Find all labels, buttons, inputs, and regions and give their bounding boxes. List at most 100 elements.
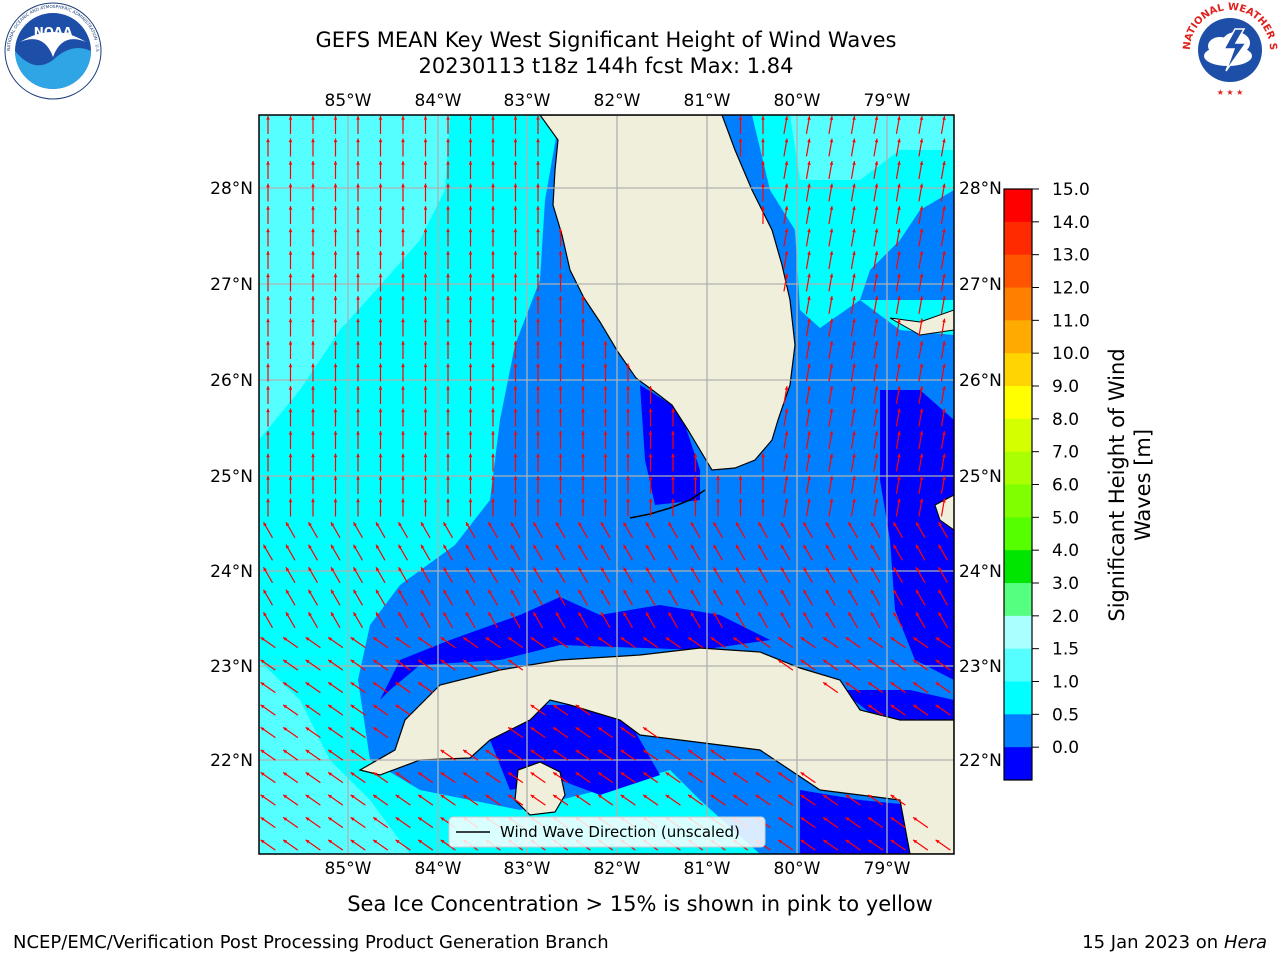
lat-label: 27°N [210, 275, 253, 295]
wave-direction-arrowhead [601, 612, 605, 617]
wave-direction-arrowhead [350, 772, 355, 776]
wave-direction-arrowhead [871, 522, 875, 527]
wave-direction-arrowhead [446, 273, 450, 278]
colorbar-tick-label: 1.0 [1052, 673, 1079, 693]
map-frame [258, 114, 955, 855]
wave-direction-arrowhead [755, 794, 760, 799]
wave-direction-arrowhead [491, 228, 495, 233]
wave-direction-arrowhead [829, 408, 834, 413]
wave-direction-arrowhead [373, 727, 378, 731]
wave-direction-arrowhead [919, 341, 924, 345]
wave-direction-arrowhead [823, 682, 828, 686]
wave-direction-arrowhead [648, 386, 653, 390]
wave-direction-arrowhead [688, 794, 693, 799]
colorbar-tick-label: 0.0 [1052, 738, 1079, 758]
lon-label: 80°W [774, 859, 821, 879]
wave-direction-arrowhead [807, 453, 811, 458]
wave-direction-arrowhead [829, 183, 834, 188]
wave-direction-arrowhead [305, 659, 310, 664]
wave-direction-arrowhead [913, 682, 918, 686]
wave-direction-arrowhead [784, 498, 789, 503]
wave-direction-arrowhead [800, 772, 805, 776]
wave-direction-arrowhead [468, 228, 473, 233]
wave-direction-arrowhead [333, 161, 338, 165]
wave-direction-arrowhead [356, 318, 360, 323]
wave-direction-arrowhead [620, 772, 625, 776]
wave-direction-arrowhead [418, 794, 423, 799]
wave-direction-arrowhead [897, 341, 901, 345]
wave-direction-arrowhead [266, 296, 270, 300]
wave-direction-arrowhead [311, 161, 315, 165]
wave-direction-arrowhead [890, 682, 895, 686]
wave-direction-arrowhead [874, 183, 879, 188]
wave-direction-arrowhead [440, 772, 445, 776]
colorbar-tick-label: 7.0 [1052, 443, 1079, 463]
wave-direction-arrowhead [871, 567, 875, 572]
colorbar-swatch [1004, 484, 1032, 518]
wave-direction-arrowhead [530, 637, 535, 641]
lat-lon-gridlines [259, 115, 954, 854]
wave-direction-arrowhead [919, 161, 924, 165]
wave-direction-arrowhead [919, 408, 924, 413]
wave-direction-arrowhead [466, 567, 470, 572]
wave-direction-arrowhead [558, 341, 563, 345]
wave-direction-arrowhead [401, 431, 405, 435]
wave-direction-arrowhead [283, 772, 288, 776]
wave-direction-arrowhead [333, 453, 338, 458]
wave-direction-arrowhead [328, 659, 333, 664]
wave-direction-arrowhead [556, 544, 560, 549]
wave-direction-arrowhead [890, 704, 895, 709]
wave-direction-arrowhead [581, 431, 585, 435]
wave-direction-arrowhead [807, 476, 811, 480]
wave-direction-arrowhead [401, 453, 405, 458]
wave-direction-arrowhead [807, 206, 811, 210]
wave-direction-arrowhead [913, 637, 918, 641]
wave-direction-arrowhead [919, 251, 924, 255]
wave-direction-arrowhead [356, 161, 360, 165]
wave-direction-arrowhead [513, 363, 518, 368]
wave-direction-arrowhead [536, 273, 540, 278]
wave-direction-arrowhead [648, 408, 653, 413]
wave-direction-arrowhead [807, 386, 811, 390]
wave-direction-arrowhead [581, 341, 585, 345]
wave-direction-arrowhead [350, 794, 355, 799]
wave-direction-arrowhead [311, 431, 315, 435]
wave-direction-arrowhead [356, 476, 360, 480]
wave-direction-arrowhead [283, 839, 288, 844]
wave-direction-arrowhead [423, 386, 428, 390]
wave-direction-arrowhead [305, 839, 310, 844]
lat-label: 25°N [959, 467, 1002, 487]
wave-direction-arrowhead [671, 498, 675, 503]
wave-direction-arrowhead [373, 839, 378, 844]
lat-label: 28°N [959, 179, 1002, 199]
wave-direction-arrowhead [260, 637, 265, 641]
wave-direction-arrowhead [852, 318, 856, 323]
wave-direction-arrowhead [942, 498, 946, 503]
wave-direction-arrowhead [713, 522, 717, 527]
wave-direction-arrowhead [868, 637, 873, 641]
wave-direction-arrowhead [623, 522, 627, 527]
wave-direction-arrowhead [491, 386, 495, 390]
wave-direction-arrowhead [468, 273, 473, 278]
wave-direction-arrowhead [513, 498, 518, 503]
wave-direction-arrowhead [935, 839, 940, 844]
wave-direction-arrowhead [373, 817, 378, 821]
wave-direction-arrowhead [443, 612, 447, 617]
wave-direction-arrowhead [446, 116, 450, 120]
wave-direction-arrowhead [874, 138, 879, 143]
wave-direction-arrowhead [553, 749, 558, 754]
wave-direction-arrowhead [423, 228, 428, 233]
wave-direction-arrowhead [893, 522, 897, 527]
wave-direction-arrowhead [942, 183, 946, 188]
wave-direction-arrowhead [311, 206, 315, 210]
wave-direction-arrowhead [761, 138, 765, 143]
wave-direction-arrowhead [533, 589, 537, 594]
wave-direction-arrowhead [266, 251, 270, 255]
wave-direction-arrowhead [373, 682, 378, 686]
wave-direction-arrowhead [418, 817, 423, 821]
wave-direction-arrowhead [311, 138, 315, 143]
colorbar-swatch [1004, 418, 1032, 453]
colorbar-swatch [1004, 681, 1032, 715]
wave-direction-arrowhead [491, 251, 495, 255]
wave-direction-arrowhead [378, 453, 383, 458]
